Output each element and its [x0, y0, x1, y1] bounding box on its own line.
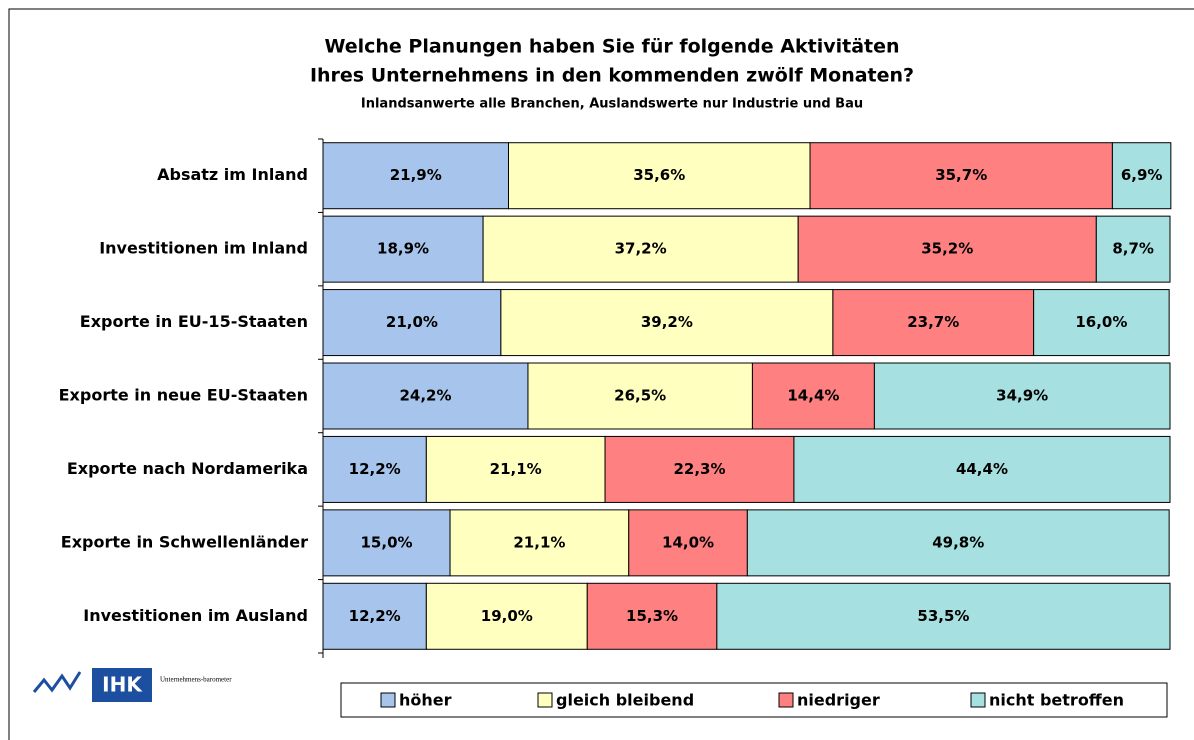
- data-label: 22,3%: [673, 460, 725, 478]
- data-label: 39,2%: [641, 313, 693, 331]
- y-tick-label: Exporte in Schwellenländer: [61, 532, 308, 551]
- legend-swatch: [778, 692, 794, 708]
- data-label: 44,4%: [956, 460, 1008, 478]
- bar-segment: [873, 362, 1171, 430]
- bar-segment: [449, 509, 630, 577]
- data-label: 12,2%: [349, 607, 401, 625]
- data-label: 35,6%: [633, 166, 685, 184]
- data-label: 21,9%: [390, 166, 442, 184]
- bar-segment: [1095, 215, 1171, 283]
- data-label: 26,5%: [614, 387, 666, 405]
- data-label: 24,2%: [399, 387, 451, 405]
- y-tick-label: Exporte nach Nordamerika: [67, 459, 308, 478]
- bar-segment: [425, 582, 588, 650]
- legend-swatch: [537, 692, 553, 708]
- data-label: 8,7%: [1112, 240, 1154, 258]
- data-label: 23,7%: [907, 313, 959, 331]
- legend: [340, 682, 1168, 718]
- bar-segment: [809, 142, 1113, 210]
- bar-segment: [322, 289, 502, 357]
- bar-segment: [482, 215, 799, 283]
- bar-segment: [322, 362, 529, 430]
- bar-segment: [425, 435, 606, 503]
- data-label: 18,9%: [377, 240, 429, 258]
- y-tick-label: Exporte in neue EU-Staaten: [59, 386, 308, 405]
- bar-segment: [716, 582, 1171, 650]
- chart-title: Welche Planungen haben Sie für folgende …: [324, 36, 899, 58]
- y-tick-label: Investitionen im Inland: [99, 239, 308, 258]
- bar-segment: [797, 215, 1097, 283]
- data-label: 21,1%: [490, 460, 542, 478]
- legend-label: niedriger: [797, 691, 880, 710]
- logo-line: [32, 671, 82, 693]
- legend-label: höher: [399, 691, 452, 710]
- bar-segment: [322, 582, 427, 650]
- data-label: 21,1%: [513, 533, 565, 551]
- bar-segment: [500, 289, 834, 357]
- bar-segment: [322, 435, 427, 503]
- data-label: 53,5%: [917, 607, 969, 625]
- data-label: 16,0%: [1075, 313, 1127, 331]
- bar-segment: [322, 509, 451, 577]
- data-label: 19,0%: [481, 607, 533, 625]
- bar-segment: [793, 435, 1171, 503]
- bar-segment: [604, 435, 795, 503]
- y-tick-label: Absatz im Inland: [157, 165, 308, 184]
- legend-swatch: [970, 692, 986, 708]
- bar-segment: [507, 142, 811, 210]
- chart-subtitle: Inlandsanwerte alle Branchen, Auslandswe…: [361, 97, 863, 112]
- y-tick-label: Investitionen im Ausland: [83, 606, 308, 625]
- data-label: 6,9%: [1121, 166, 1163, 184]
- data-label: 35,7%: [935, 166, 987, 184]
- data-label: 21,0%: [386, 313, 438, 331]
- data-label: 14,0%: [662, 533, 714, 551]
- data-label: 34,9%: [996, 387, 1048, 405]
- data-label: 49,8%: [932, 533, 984, 551]
- data-label: 14,4%: [787, 387, 839, 405]
- logo: IHK Unternehmens-barometer: [32, 668, 232, 702]
- logo-box: [92, 668, 152, 702]
- y-tick-label: Exporte in EU-15-Staaten: [80, 312, 308, 331]
- bar-segment: [322, 142, 509, 210]
- data-label: 15,3%: [626, 607, 678, 625]
- bar-segment: [586, 582, 718, 650]
- data-label: 35,2%: [921, 240, 973, 258]
- bar-segment: [751, 362, 875, 430]
- bar-segment: [832, 289, 1035, 357]
- bar-segment: [1111, 142, 1172, 210]
- frame: [8, 8, 1194, 740]
- data-label: 37,2%: [615, 240, 667, 258]
- bar-segment: [746, 509, 1170, 577]
- legend-swatch: [380, 692, 396, 708]
- logo-text: IHK: [102, 673, 143, 697]
- data-label: 15,0%: [361, 533, 413, 551]
- chart-title: Ihres Unternehmens in den kommenden zwöl…: [310, 65, 914, 87]
- data-label: 12,2%: [349, 460, 401, 478]
- legend-label: nicht betroffen: [989, 691, 1124, 710]
- logo-caption: Unternehmens-barometer: [160, 676, 232, 684]
- legend-label: gleich bleibend: [556, 691, 694, 710]
- bar-segment: [628, 509, 748, 577]
- bar-segment: [1033, 289, 1170, 357]
